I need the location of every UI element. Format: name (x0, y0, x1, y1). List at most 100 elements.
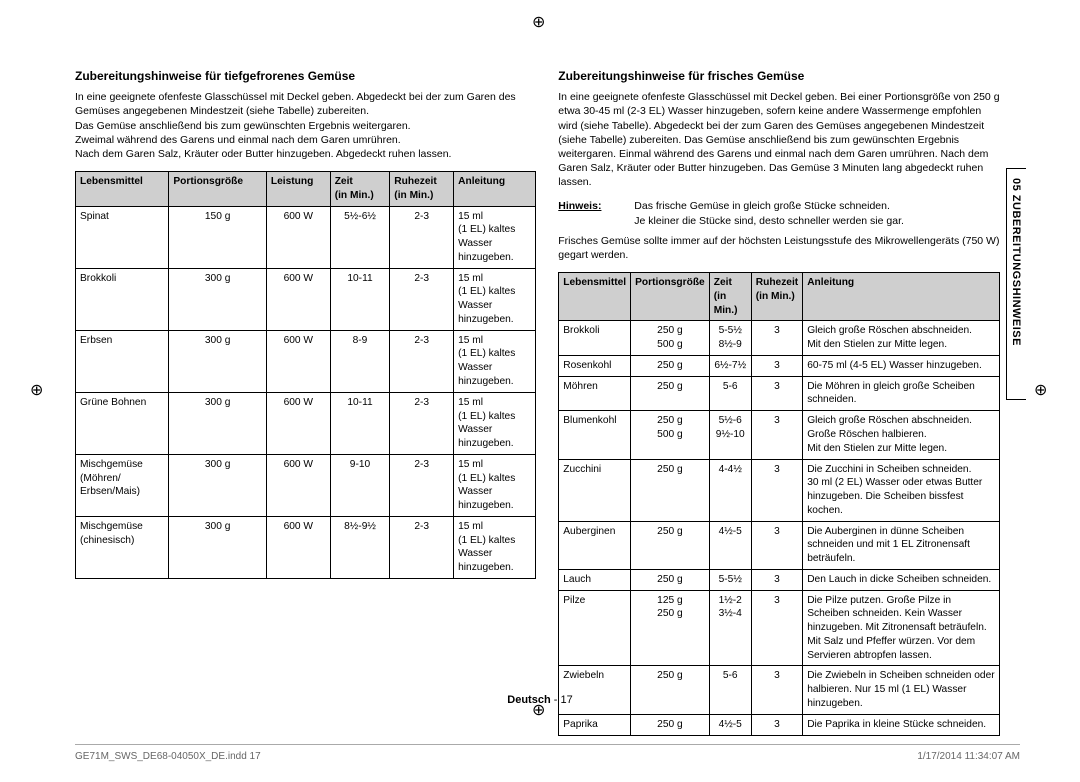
table-cell: 2-3 (390, 516, 454, 578)
table-cell: Gleich große Röschen abschneiden. Mit de… (803, 321, 1000, 356)
table-row: Zwiebeln250 g5-63Die Zwiebeln in Scheibe… (559, 666, 1000, 714)
table-cell: 60-75 ml (4-5 EL) Wasser hinzugeben. (803, 355, 1000, 376)
table-cell: Zwiebeln (559, 666, 631, 714)
table-cell: 3 (751, 666, 802, 714)
table-header: Portionsgröße (169, 172, 267, 207)
table-cell: Paprika (559, 714, 631, 735)
table-cell: 15 ml (1 EL) kaltes Wasser hinzugeben. (454, 392, 536, 454)
table-cell: 2-3 (390, 392, 454, 454)
frozen-veg-table: LebensmittelPortionsgrößeLeistungZeit (i… (75, 171, 536, 579)
table-cell: 250 g (631, 569, 710, 590)
table-cell: 600 W (266, 454, 330, 516)
table-cell: Pilze (559, 590, 631, 666)
table-cell: 300 g (169, 268, 267, 330)
hinweis-label: Hinweis: (558, 199, 618, 227)
table-cell: Blumenkohl (559, 411, 631, 459)
table-cell: 9-10 (330, 454, 390, 516)
table-cell: 5-6 (709, 376, 751, 411)
hinweis-text: Das frische Gemüse in gleich große Stück… (634, 199, 904, 227)
crop-mark-top: ⊕ (532, 15, 548, 31)
table-cell: 250 g (631, 666, 710, 714)
table-cell: Die Zwiebeln in Scheiben schneiden oder … (803, 666, 1000, 714)
table-cell: 2-3 (390, 268, 454, 330)
table-cell: 3 (751, 321, 802, 356)
left-intro: In eine geeignete ofenfeste Glasschüssel… (75, 90, 536, 161)
table-cell: 250 g (631, 521, 710, 569)
table-header: Ruhezeit (in Min.) (390, 172, 454, 207)
table-cell: Spinat (76, 206, 169, 268)
table-header: Anleitung (454, 172, 536, 207)
table-header: Zeit (in Min.) (330, 172, 390, 207)
table-cell: Möhren (559, 376, 631, 411)
table-cell: Mischgemüse (Möhren/ Erbsen/Mais) (76, 454, 169, 516)
table-cell: 2-3 (390, 330, 454, 392)
table-header: Leistung (266, 172, 330, 207)
doc-meta-footer: GE71M_SWS_DE68-04050X_DE.indd 17 1/17/20… (75, 744, 1020, 762)
table-cell: 3 (751, 590, 802, 666)
table-cell: 150 g (169, 206, 267, 268)
table-header: Lebensmittel (559, 273, 631, 321)
table-header: Ruhezeit (in Min.) (751, 273, 802, 321)
table-header: Anleitung (803, 273, 1000, 321)
table-cell: 2-3 (390, 454, 454, 516)
table-cell: 3 (751, 376, 802, 411)
table-cell: 300 g (169, 392, 267, 454)
table-cell: 125 g 250 g (631, 590, 710, 666)
table-cell: 10-11 (330, 268, 390, 330)
table-row: Paprika250 g4½-53Die Paprika in kleine S… (559, 714, 1000, 735)
table-cell: Grüne Bohnen (76, 392, 169, 454)
table-cell: 250 g (631, 376, 710, 411)
table-cell: Den Lauch in dicke Scheiben schneiden. (803, 569, 1000, 590)
table-cell: 4½-5 (709, 521, 751, 569)
table-cell: Mischgemüse (chinesisch) (76, 516, 169, 578)
table-header: Lebensmittel (76, 172, 169, 207)
table-cell: 3 (751, 569, 802, 590)
table-cell: Die Möhren in gleich große Scheiben schn… (803, 376, 1000, 411)
table-cell: 600 W (266, 206, 330, 268)
table-cell: 3 (751, 411, 802, 459)
table-row: Brokkoli250 g 500 g5-5½ 8½-93Gleich groß… (559, 321, 1000, 356)
table-cell: Brokkoli (76, 268, 169, 330)
right-heading: Zubereitungshinweise für frisches Gemüse (558, 68, 1000, 84)
table-cell: 3 (751, 355, 802, 376)
table-cell: 4½-5 (709, 714, 751, 735)
table-cell: Zucchini (559, 459, 631, 521)
table-row: Blumenkohl250 g 500 g5½-6 9½-103Gleich g… (559, 411, 1000, 459)
right-note2: Frisches Gemüse sollte immer auf der höc… (558, 234, 1000, 262)
table-cell: 15 ml (1 EL) kaltes Wasser hinzugeben. (454, 454, 536, 516)
footer-page: 17 (560, 694, 572, 706)
crop-mark-right: ⊕ (1034, 383, 1050, 399)
table-cell: Brokkoli (559, 321, 631, 356)
table-cell: 3 (751, 714, 802, 735)
table-cell: 600 W (266, 516, 330, 578)
right-column: Zubereitungshinweise für frisches Gemüse… (558, 55, 1020, 692)
table-cell: Rosenkohl (559, 355, 631, 376)
table-cell: 10-11 (330, 392, 390, 454)
fresh-veg-table: LebensmittelPortionsgrößeZeit (in Min.)R… (558, 272, 1000, 735)
table-cell: 15 ml (1 EL) kaltes Wasser hinzugeben. (454, 330, 536, 392)
table-cell: 8-9 (330, 330, 390, 392)
table-cell: 300 g (169, 516, 267, 578)
table-cell: Die Zucchini in Scheiben schneiden. 30 m… (803, 459, 1000, 521)
table-row: Spinat150 g600 W5½-6½2-315 ml (1 EL) kal… (76, 206, 536, 268)
table-cell: 4-4½ (709, 459, 751, 521)
table-cell: 3 (751, 459, 802, 521)
table-cell: 5-6 (709, 666, 751, 714)
table-cell: Erbsen (76, 330, 169, 392)
table-cell: 250 g (631, 714, 710, 735)
table-cell: 15 ml (1 EL) kaltes Wasser hinzugeben. (454, 516, 536, 578)
table-row: Mischgemüse (chinesisch)300 g600 W8½-9½2… (76, 516, 536, 578)
doc-file: GE71M_SWS_DE68-04050X_DE.indd 17 (75, 751, 261, 762)
footer-lang: Deutsch (507, 694, 550, 706)
table-cell: 600 W (266, 392, 330, 454)
table-row: Möhren250 g5-63Die Möhren in gleich groß… (559, 376, 1000, 411)
table-cell: 600 W (266, 330, 330, 392)
doc-stamp: 1/17/2014 11:34:07 AM (917, 751, 1020, 762)
table-row: Mischgemüse (Möhren/ Erbsen/Mais)300 g60… (76, 454, 536, 516)
table-row: Erbsen300 g600 W8-92-315 ml (1 EL) kalte… (76, 330, 536, 392)
table-cell: 250 g (631, 459, 710, 521)
crop-mark-left: ⊕ (30, 383, 46, 399)
table-cell: 8½-9½ (330, 516, 390, 578)
table-row: Pilze125 g 250 g1½-2 3½-43Die Pilze putz… (559, 590, 1000, 666)
table-cell: 250 g 500 g (631, 411, 710, 459)
